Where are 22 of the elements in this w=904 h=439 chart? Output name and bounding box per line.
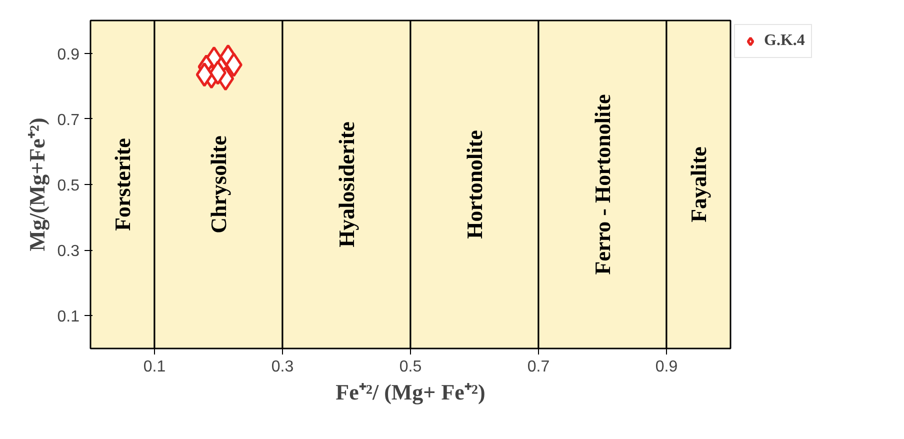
x-tick-label: 0.7 [527,358,550,376]
y-tick-label: 0.9 [57,46,80,64]
band-label: Fayalite [686,146,711,222]
band-label: Hyalosiderite [334,121,359,248]
y-tick-label: 0.1 [57,308,80,326]
x-tick-label: 0.9 [655,358,678,376]
band-label: Chrysolite [206,135,231,234]
band-label: Hortonolite [462,130,487,239]
x-axis-title: Fe⁺²/ (Mg+ Fe⁺²) [336,380,486,404]
point [225,52,242,78]
y-tick-label: 0.7 [57,112,80,129]
x-tick-label: 0.3 [271,358,294,376]
x-tick-label: 0.5 [399,358,422,376]
x-tick-label: 0.1 [143,358,166,376]
legend-label: G.K.4 [764,32,805,50]
band-label: Forsterite [110,138,135,231]
y-tick-label: 0.3 [57,243,80,260]
band-label: Ferro - Hortonolite [590,94,615,275]
point [196,62,214,87]
point [209,60,226,85]
y-axis-title: Mg/(Mg+Fe⁺²) [24,118,50,252]
y-tick-label: 0.5 [57,178,80,194]
